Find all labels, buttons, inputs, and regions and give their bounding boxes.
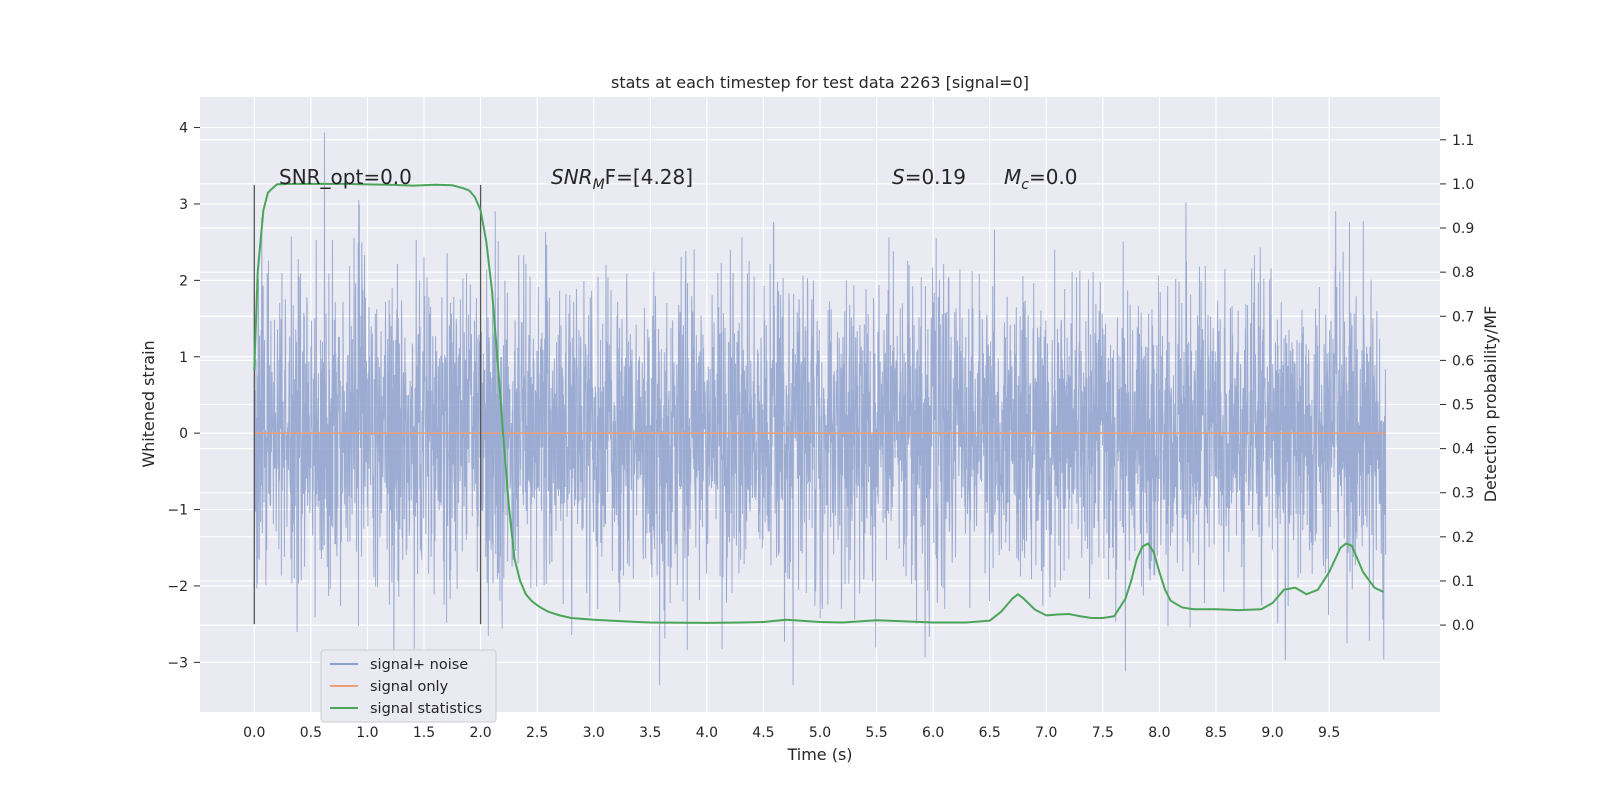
signal-statistics-line <box>253 182 1384 624</box>
legend: signal+ noise signal only signal statist… <box>320 649 497 723</box>
y-right-tick-label: 0.5 <box>1452 398 1474 414</box>
y-right-tick-label: 0.0 <box>1452 618 1474 634</box>
x-tick-label: 6.5 <box>979 725 1001 741</box>
y-right-tick-label: 0.8 <box>1452 265 1474 281</box>
y-left-tick-label: 1 <box>179 350 188 366</box>
y-left-tick-label: 2 <box>179 273 188 289</box>
x-tick-label: 1.5 <box>413 725 435 741</box>
x-tick-labels: 0.0 0.5 1.0 1.5 2.0 2.5 3.0 3.5 4.0 4.5 5.0 5.5 6.0 6… <box>243 725 1340 741</box>
y-right-tick-label: 0.6 <box>1452 353 1474 369</box>
y-axis-label-left: Whitened strain <box>139 340 158 467</box>
annotation-mc-value: =0.0 <box>1029 165 1078 189</box>
x-tick-label: 4.5 <box>752 725 774 741</box>
y-left-tick-label: 0 <box>179 426 188 442</box>
x-tick-label: 2.0 <box>469 725 491 741</box>
annotation-snr-mf-sub: M <box>593 177 605 193</box>
annotation-snr-mf-rest: F=[4.28] <box>605 165 693 189</box>
y-right-tick-label: 0.7 <box>1452 309 1474 325</box>
y-right-tick-label: 0.1 <box>1452 574 1474 590</box>
plot-area <box>253 132 1387 686</box>
y-right-tick-label: 0.2 <box>1452 530 1474 546</box>
annotation-mc-base: M <box>1004 165 1021 189</box>
x-tick-label: 1.0 <box>356 725 378 741</box>
x-tick-label: 4.0 <box>696 725 718 741</box>
annotation-mc-sub: c <box>1021 177 1029 193</box>
x-tick-label: 8.5 <box>1205 725 1227 741</box>
y-left-tick-labels: −3 −2 −1 0 1 2 3 4 <box>167 121 200 671</box>
x-tick-label: 0.0 <box>243 725 265 741</box>
y-right-tick-label: 1.0 <box>1452 177 1474 193</box>
x-tick-label: 8.0 <box>1148 725 1170 741</box>
x-tick-label: 3.0 <box>583 725 605 741</box>
y-left-tick-label: −1 <box>167 503 188 519</box>
x-tick-label: 7.5 <box>1092 725 1114 741</box>
annotation-mc: Mc=0.0 <box>1004 165 1078 193</box>
x-tick-label: 0.5 <box>300 725 322 741</box>
signal-plus-noise-line <box>253 132 1387 686</box>
window-markers <box>253 184 482 625</box>
series-signal-statistics <box>253 182 1384 624</box>
annotation-snr-mf: SNRMF=[4.28] <box>551 165 693 193</box>
x-tick-label: 7.0 <box>1035 725 1057 741</box>
y-axis-label-right: Detection probability/MF <box>1481 306 1500 503</box>
legend-label-signal-only: signal only <box>370 679 449 695</box>
series-signal-plus-noise <box>253 132 1387 686</box>
legend-label-signal-plus-noise: signal+ noise <box>370 657 468 673</box>
y-right-tick-labels: 0.0 0.1 0.2 0.3 0.4 0.5 0.6 0.7 0.8 0.9 1.0 1.1 <box>1440 133 1474 634</box>
annotation-snr-mf-base: SNR <box>551 165 593 189</box>
x-tick-label: 9.0 <box>1261 725 1283 741</box>
legend-box <box>320 649 497 723</box>
y-right-tick-label: 0.3 <box>1452 486 1474 502</box>
annotation-s-value: =0.19 <box>905 165 966 189</box>
annotation-s: S=0.19 <box>892 165 966 189</box>
x-axis-label: Time (s) <box>786 745 852 764</box>
y-right-tick-label: 0.9 <box>1452 221 1474 237</box>
annotation-snr-opt: SNR_opt=0.0 <box>279 165 412 189</box>
x-tick-label: 6.0 <box>922 725 944 741</box>
y-right-tick-label: 0.4 <box>1452 442 1474 458</box>
y-left-tick-label: 4 <box>179 121 188 137</box>
y-left-tick-label: 3 <box>179 197 188 213</box>
y-left-tick-label: −3 <box>167 655 188 671</box>
y-right-tick-label: 1.1 <box>1452 133 1474 149</box>
x-tick-label: 5.5 <box>865 725 887 741</box>
annotation-s-symbol: S <box>892 165 905 189</box>
legend-label-signal-statistics: signal statistics <box>370 701 482 717</box>
x-tick-label: 3.5 <box>639 725 661 741</box>
chart-title: stats at each timestep for test data 226… <box>611 73 1029 92</box>
y-left-tick-label: −2 <box>167 579 188 595</box>
x-tick-label: 9.5 <box>1318 725 1340 741</box>
x-tick-label: 2.5 <box>526 725 548 741</box>
x-tick-label: 5.0 <box>809 725 831 741</box>
